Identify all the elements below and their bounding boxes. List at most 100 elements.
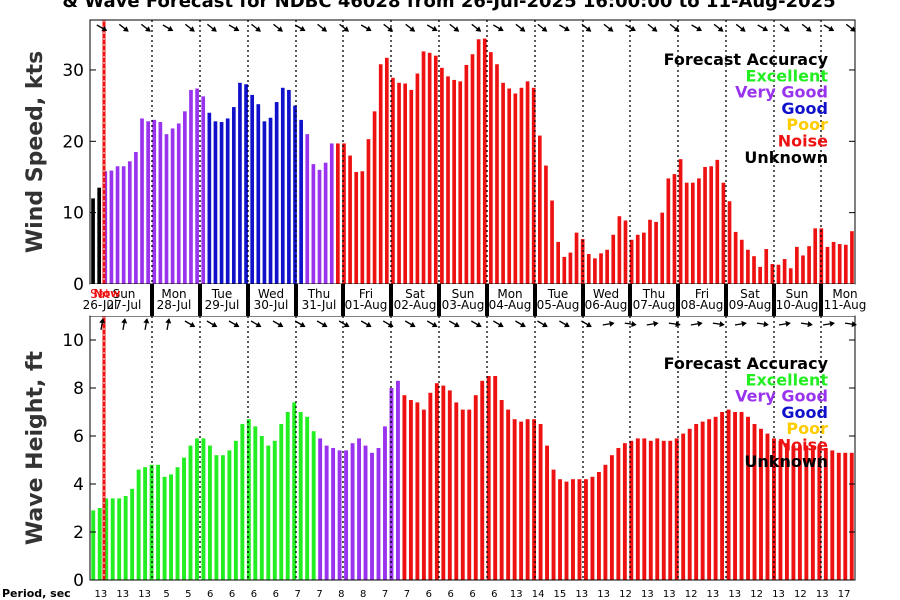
direction-arrow (734, 320, 747, 327)
bar (825, 246, 830, 284)
arrow-head (585, 26, 592, 32)
bar (850, 231, 854, 284)
now-label: Now (94, 287, 121, 300)
bar (182, 457, 186, 580)
arrow-head (563, 25, 570, 32)
bar (784, 443, 789, 580)
bar (817, 445, 822, 580)
arrow-head (762, 25, 769, 32)
direction-arrow (823, 24, 835, 32)
bar (104, 498, 109, 580)
bar (272, 440, 277, 580)
bar (544, 165, 548, 284)
bar (837, 244, 842, 284)
arrow-head (519, 26, 526, 32)
period-value: 13 (138, 589, 151, 600)
bar (370, 452, 374, 580)
direction-arrow (118, 23, 129, 32)
bar (655, 438, 660, 580)
bar (836, 452, 841, 580)
bar (720, 412, 725, 580)
day-name: Tue (547, 287, 569, 301)
arrow-head (717, 26, 724, 32)
bar (134, 152, 138, 284)
bar (428, 392, 433, 580)
bar (305, 416, 310, 580)
bar (807, 246, 811, 284)
bar (482, 38, 487, 284)
day-date: 08-Aug (681, 298, 724, 312)
bar (97, 187, 102, 284)
bar (383, 426, 387, 580)
bar (389, 388, 394, 580)
arrow-head (475, 26, 482, 32)
day-date: 11-Aug (824, 298, 867, 312)
arrow-head (697, 320, 703, 327)
arrow-head (343, 26, 350, 32)
legend-item: Poor (786, 115, 828, 134)
period-value: 13 (575, 589, 588, 600)
bar (293, 105, 297, 285)
bar (709, 166, 714, 284)
bar (121, 166, 126, 284)
legend-item: Noise (778, 132, 828, 151)
arrow-head (99, 318, 106, 324)
bar (250, 94, 255, 284)
arrow-head (431, 321, 438, 328)
bar (227, 450, 232, 580)
bar (331, 448, 336, 580)
direction-arrow (228, 320, 240, 328)
arrow-head (365, 25, 372, 32)
bar (409, 89, 414, 284)
direction-arrow (272, 320, 284, 328)
bar (493, 376, 498, 580)
bar (660, 212, 665, 284)
direction-arrow (382, 320, 394, 328)
y-axis-label: Wave Height, ft (23, 350, 48, 545)
day-band-separator (724, 284, 728, 316)
bar (336, 143, 340, 284)
arrow-head (785, 320, 791, 327)
arrow-head (233, 25, 240, 32)
bar (795, 246, 799, 284)
bar (238, 82, 242, 284)
bar (666, 178, 671, 284)
period-value: 17 (838, 589, 851, 600)
bar (843, 244, 848, 284)
direction-arrow (559, 320, 570, 328)
bar (402, 395, 407, 580)
y-tick-label: 10 (62, 204, 84, 224)
direction-arrow (646, 320, 659, 327)
bar (486, 376, 491, 580)
legend-item: Unknown (744, 452, 828, 471)
bar (506, 409, 511, 580)
direction-arrow (250, 320, 262, 328)
bar (480, 380, 485, 580)
bar (512, 419, 517, 580)
direction-arrow (624, 321, 637, 328)
bar (467, 409, 472, 580)
arrow-head (343, 321, 350, 328)
bar (434, 383, 439, 580)
direction-arrow (339, 23, 350, 32)
direction-arrow (492, 320, 504, 328)
bar (551, 469, 556, 580)
direction-arrow (559, 24, 570, 32)
bar (513, 93, 518, 285)
arrow-head (519, 321, 526, 328)
bar (136, 469, 141, 580)
period-value: 13 (663, 589, 676, 600)
day-date: 04-Aug (489, 298, 532, 312)
bar (830, 450, 835, 580)
direction-arrow (668, 321, 681, 328)
arrow-head (189, 321, 196, 328)
bar (323, 162, 328, 284)
bar (700, 421, 705, 580)
bar (452, 79, 456, 284)
day-date: 02-Aug (394, 298, 437, 312)
bar (344, 450, 349, 580)
bar (354, 171, 359, 284)
arrow-head (563, 321, 570, 328)
direction-arrow (140, 23, 151, 32)
